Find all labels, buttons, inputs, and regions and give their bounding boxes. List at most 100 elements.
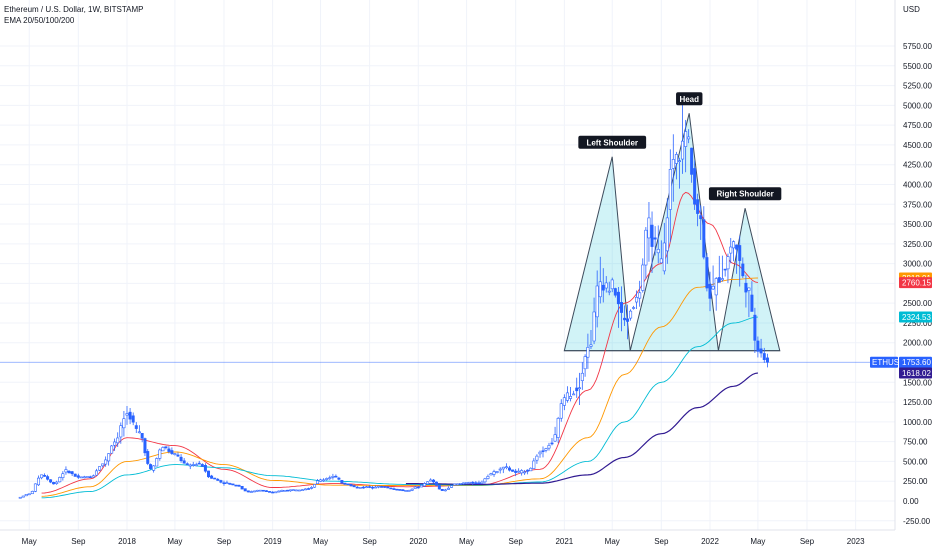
candle-body — [349, 484, 353, 487]
candle-body — [604, 282, 608, 289]
candle-body — [556, 418, 560, 438]
candle-body — [495, 471, 499, 473]
y-tick-label: 2000.00 — [903, 339, 932, 348]
candle-body — [410, 488, 414, 491]
indicator-label: EMA 20/50/100/200 — [4, 16, 75, 25]
candle-body — [222, 482, 226, 485]
x-tick-label: Sep — [363, 537, 378, 546]
ema-line-ema200[interactable] — [405, 372, 758, 485]
candle-body — [580, 372, 584, 381]
pattern-label-head[interactable]: Head — [676, 92, 703, 106]
ema-line-ema50[interactable] — [41, 277, 758, 497]
candle-body — [586, 347, 590, 358]
y-tick-label: 3750.00 — [903, 200, 932, 209]
candle-body — [693, 168, 697, 205]
candle-body — [125, 413, 129, 416]
candle-body — [395, 488, 399, 491]
candle-body — [635, 296, 639, 303]
candle-body — [753, 314, 757, 341]
candle-body — [650, 224, 654, 247]
candle-body — [18, 496, 22, 499]
candle-body — [371, 486, 375, 489]
candle-body — [271, 491, 275, 494]
candle-body — [705, 257, 709, 289]
candle-body — [544, 448, 548, 451]
candle-body — [569, 396, 573, 399]
y-tick-label: 1250.00 — [903, 398, 932, 407]
candle-body — [750, 294, 754, 312]
candle-body — [687, 136, 691, 140]
candle-body — [575, 387, 579, 392]
candle-body — [662, 242, 666, 272]
candle-body — [559, 403, 563, 419]
candle-body — [107, 453, 111, 462]
candle-body — [294, 489, 298, 492]
x-tick-label: May — [22, 537, 37, 546]
candle-body — [237, 484, 241, 487]
candle-body — [313, 484, 317, 488]
x-tick-label: May — [750, 537, 765, 546]
candle-body — [547, 445, 551, 449]
candle-body — [67, 470, 71, 474]
x-tick-label: May — [167, 537, 182, 546]
y-tick-label: 2500.00 — [903, 299, 932, 308]
candle-body — [386, 486, 390, 489]
candle-body — [340, 480, 344, 484]
candle-body — [88, 476, 92, 479]
candle-body — [440, 489, 444, 491]
candle-body — [446, 487, 450, 490]
ema-line-ema100[interactable] — [41, 316, 758, 499]
candle-body — [383, 486, 387, 488]
candle-body — [58, 477, 62, 483]
candle-body — [535, 455, 539, 461]
candle-body — [122, 418, 126, 429]
candle-body — [514, 470, 518, 473]
pattern-label-right-shoulder[interactable]: Right Shoulder — [708, 187, 782, 201]
candle-body — [541, 450, 545, 453]
candle-body — [261, 489, 265, 492]
candle-body — [343, 482, 347, 485]
candle-body — [572, 393, 576, 396]
candle-body — [517, 470, 521, 473]
candle-body — [532, 460, 536, 469]
pattern-label-left-shoulder[interactable]: Left Shoulder — [578, 135, 647, 149]
candle-body — [246, 490, 250, 493]
candle-body — [626, 318, 630, 322]
candle-body — [511, 469, 515, 472]
candle-body — [523, 471, 527, 474]
x-tick-label: 2020 — [409, 537, 427, 546]
candle-body — [492, 471, 496, 475]
candle-body — [334, 475, 338, 478]
candle-body — [252, 490, 256, 493]
candle-body — [194, 464, 198, 466]
candle-body — [671, 159, 675, 169]
candle-body — [104, 459, 108, 465]
y-tick-label: 5250.00 — [903, 82, 932, 91]
x-tick-label: Sep — [800, 537, 815, 546]
candle-body — [176, 454, 180, 457]
candle-body — [322, 479, 326, 482]
candle-body — [337, 477, 341, 480]
candle-body — [741, 263, 745, 277]
candle-body — [489, 473, 493, 476]
price-candles[interactable] — [18, 101, 769, 499]
price-tag-value: 2324.53 — [902, 313, 931, 322]
x-tick-label: Sep — [654, 537, 669, 546]
candle-body — [708, 283, 712, 299]
candle-body — [720, 278, 724, 281]
candle-body — [286, 489, 290, 492]
candle-body — [155, 458, 159, 467]
candle-body — [665, 217, 669, 252]
y-tick-label: 4250.00 — [903, 161, 932, 170]
candle-body — [234, 484, 238, 487]
symbol-title: Ethereum / U.S. Dollar, 1W, BITSTAMP — [4, 5, 144, 14]
candle-body — [504, 466, 508, 469]
candle-body — [565, 392, 569, 401]
candle-body — [735, 244, 739, 250]
candle-body — [629, 310, 633, 319]
candle-body — [598, 281, 602, 298]
candle-body — [167, 448, 171, 452]
candle-body — [101, 463, 105, 467]
candle-body — [507, 467, 511, 471]
